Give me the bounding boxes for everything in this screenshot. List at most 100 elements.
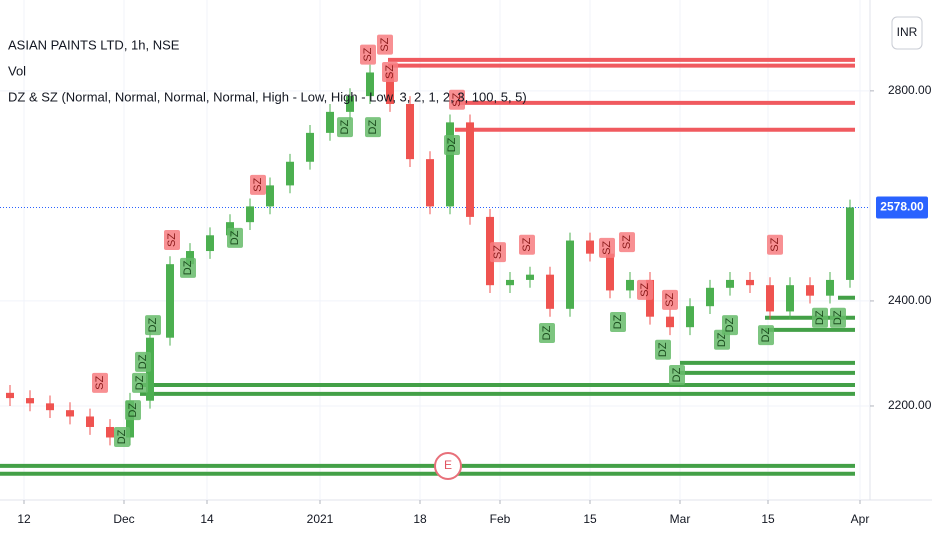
zone-label-box [830,307,846,328]
zone-label-box [599,237,615,258]
zone-label-box [92,372,108,393]
candle-body [206,235,214,252]
zone-label-box [490,242,506,263]
zone-label-box [669,364,685,385]
zone-label: DZ [671,367,683,382]
x-tick-label: 15 [761,512,775,526]
candle-body [466,122,474,217]
zone-label: DZ [832,310,844,325]
zone-label-box [758,325,774,346]
candle-body [726,279,734,288]
zone-label: SZ [451,92,463,106]
x-tick-label: 18 [413,512,427,526]
candle-body [186,251,194,265]
last-price-label: 2578.00 [880,200,924,214]
x-tick-label: 14 [200,512,214,526]
zone-label-box [539,322,555,343]
zone-label: SZ [94,376,106,390]
zone-label: SZ [362,47,374,61]
zone-label: DZ [127,403,139,418]
zone-label: SZ [384,65,396,79]
zone-label: DZ [724,317,736,332]
zone-label: SZ [769,237,781,251]
candle-body [606,253,614,291]
chart-title: ASIAN PAINTS LTD, 1h, NSE [8,37,180,52]
currency-button[interactable] [891,16,923,50]
candle-body [66,410,74,417]
candle-body [546,274,554,309]
zone-label: SZ [521,237,533,251]
zone-label-box [637,279,653,300]
zone-label-box [519,234,535,255]
zone-label: DZ [541,325,553,340]
candle-body [26,398,34,404]
zone-label: DZ [760,327,772,342]
last-price-box [876,196,928,219]
zone-label-box [164,230,180,251]
zone-label-box [377,34,393,55]
x-tick-label: Dec [113,512,134,526]
candle-body [806,285,814,296]
candle-body [566,240,574,309]
candle-body [526,274,534,280]
candle-body [626,279,634,291]
indicator: DZ & SZ (Normal, Normal, Normal, Normal,… [8,89,527,104]
candle-body [386,72,394,104]
zone-label: DZ [657,342,669,357]
zone-label-box [382,61,398,82]
zone-label-box [812,307,828,328]
zone-label-box [449,89,465,110]
zone-label: SZ [379,37,391,51]
zone-label: SZ [621,235,633,249]
zone-label-box [619,232,635,253]
candle-body [406,103,414,160]
zone-label-box [444,134,460,155]
candle-body [366,72,374,97]
zone-label-box [722,315,738,336]
x-tick-label: Feb [490,512,511,526]
zone-label: DZ [716,332,728,347]
zone-label: SZ [492,245,504,259]
zone-label-box [180,257,196,278]
candle-body [106,426,114,438]
zone-label: DZ [339,119,351,134]
candle-body [686,306,694,328]
axes: 2200.00 2400.00 2800.00 12 Dec 14 2021 18 Feb 15 M… [17,83,931,526]
earnings-marker[interactable] [434,452,462,480]
zone-label: DZ [367,119,379,134]
candle-body [506,279,514,286]
zone-label: DZ [134,375,146,390]
zone-label: DZ [612,314,624,329]
zone-label: SZ [252,178,264,192]
zones [0,57,870,476]
candle-body [446,122,454,207]
candle-body [786,285,794,312]
x-tick-label: 15 [583,512,597,526]
candle-body [306,132,314,162]
zone-label: DZ [229,230,241,245]
zone-label: DZ [446,137,458,152]
zone-label-box [145,315,161,336]
zone-label-box [610,311,626,332]
zone-label: DZ [182,260,194,275]
candle-body [746,279,754,286]
currency-label: INR [897,25,918,39]
zone-label: SZ [601,241,613,255]
candle-body [426,159,434,207]
y-tick-label: 2800.00 [888,83,932,97]
zone-label: DZ [137,354,149,369]
candle-body [266,185,274,207]
candle-body [246,206,254,223]
zone-label-box [250,174,266,195]
candle-body [666,316,674,328]
candle-body [586,240,594,254]
candle-body [86,416,94,427]
candle-body [826,279,834,296]
zone-label-box [767,234,783,255]
zone-label-box [135,351,151,372]
candle-body [346,96,354,112]
zone-label-box [655,339,671,360]
candle-body [706,287,714,307]
